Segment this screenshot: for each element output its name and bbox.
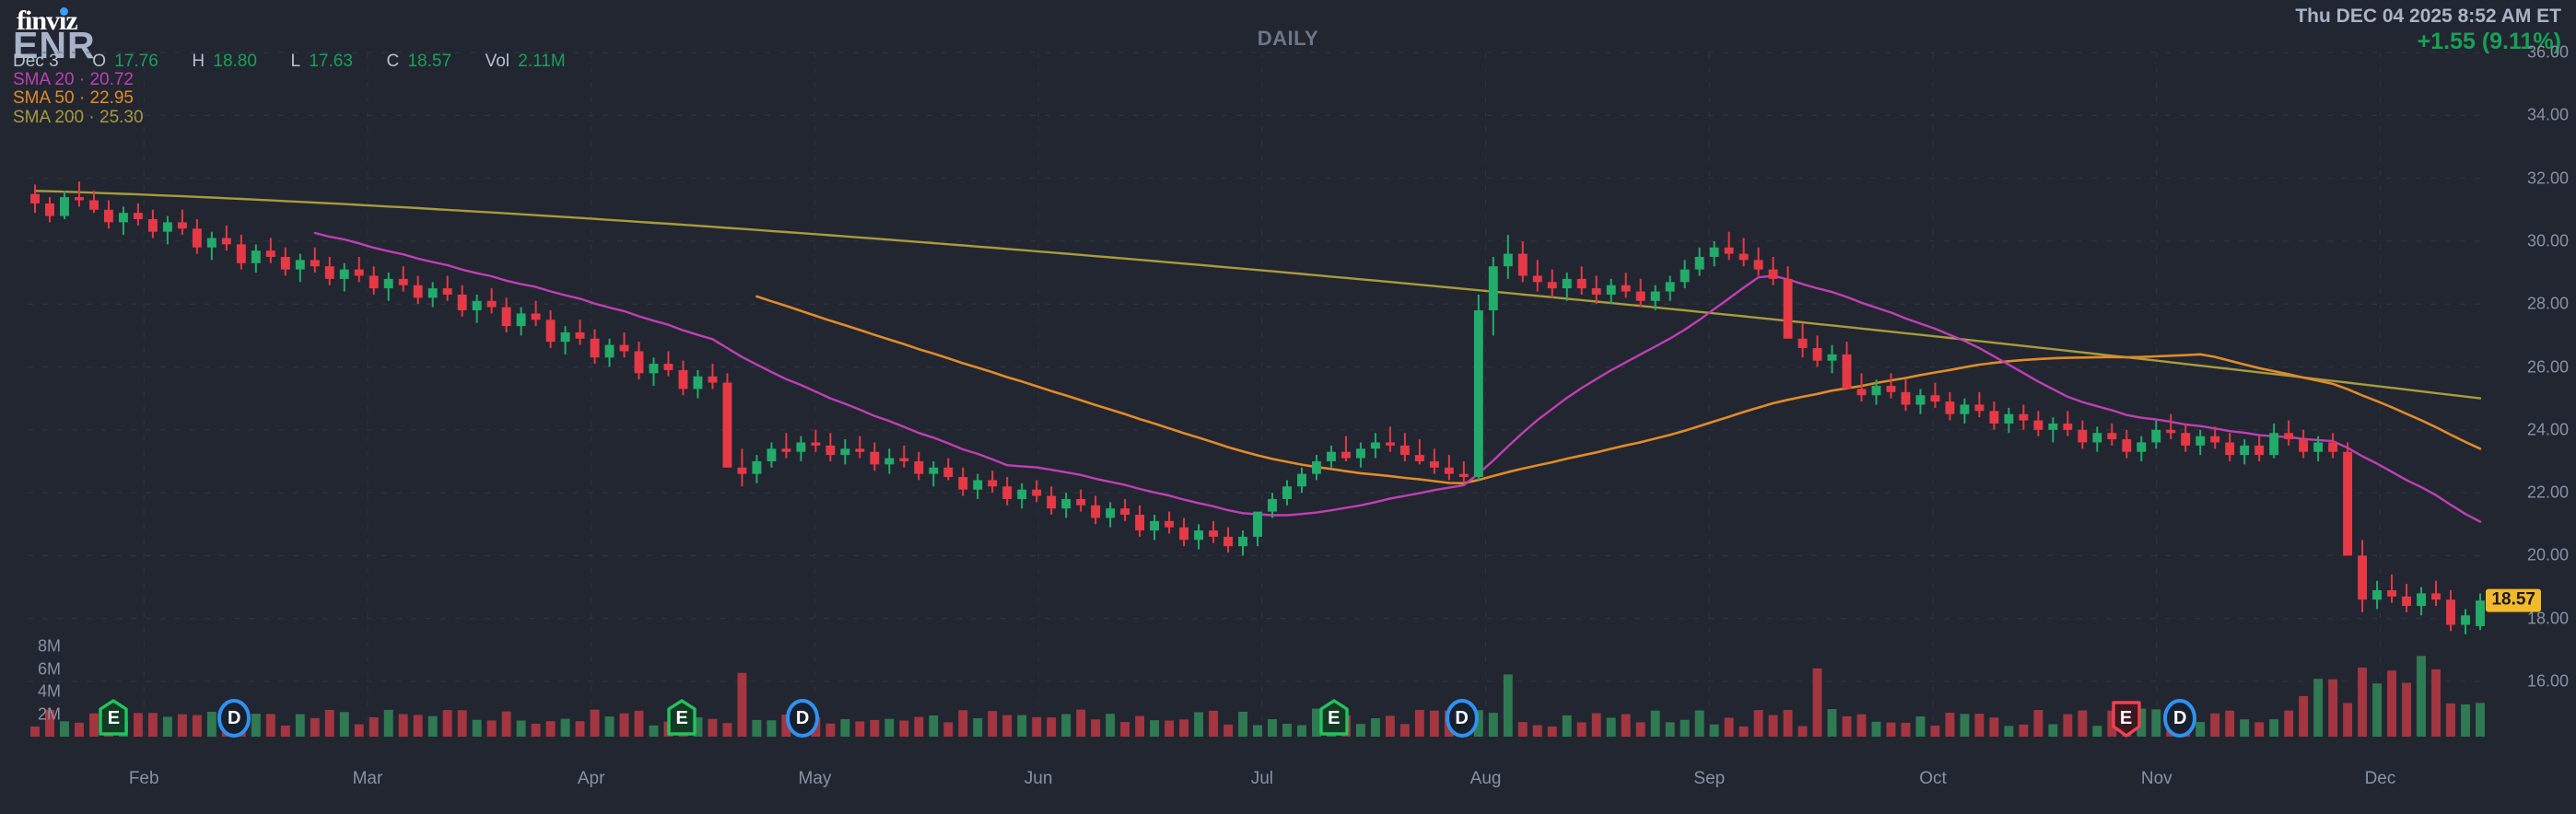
finviz-logo-dot bbox=[60, 7, 68, 16]
low-value: 17.63 bbox=[309, 52, 353, 71]
price-axis-tick: 32.00 bbox=[2526, 169, 2569, 188]
indicator-sma-50: SMA 50 · 22.95 bbox=[13, 88, 134, 109]
volume-axis-tick: 4M bbox=[37, 681, 61, 701]
earnings-marker-label: E bbox=[675, 708, 688, 728]
time-axis-tick: Jul bbox=[1250, 769, 1273, 788]
high-label: H bbox=[192, 52, 205, 71]
sma-50-name: SMA 50 bbox=[13, 88, 75, 108]
dividend-marker[interactable]: D bbox=[215, 697, 253, 739]
current-price-badge: 18.57 bbox=[2486, 588, 2541, 612]
close-label: C bbox=[386, 52, 400, 71]
dividend-marker[interactable]: D bbox=[783, 697, 822, 739]
price-axis-tick: 18.00 bbox=[2526, 609, 2569, 628]
price-change: +1.55 (9.11%) bbox=[2417, 29, 2561, 54]
dividend-marker-label: D bbox=[228, 708, 241, 728]
sma-20-value: 20.72 bbox=[89, 70, 134, 89]
volume-axis-tick: 8M bbox=[37, 636, 61, 656]
time-axis-tick: May bbox=[798, 769, 832, 788]
time-axis-tick: Aug bbox=[1469, 769, 1502, 788]
timestamp: Thu DEC 04 2025 8:52 AM ET bbox=[2295, 6, 2561, 27]
sma-200-separator: · bbox=[88, 108, 95, 127]
time-axis-tick: Feb bbox=[128, 769, 159, 788]
quote-date: Dec 3 bbox=[13, 52, 59, 71]
sma-50-value: 22.95 bbox=[89, 88, 134, 108]
price-axis-tick: 34.00 bbox=[2526, 105, 2569, 124]
quote-bar: Dec 3 O 17.76 H 18.80 L 17.63 C 18.57 Vo… bbox=[13, 52, 569, 72]
dividend-marker[interactable]: D bbox=[1443, 697, 1481, 739]
chart-svg bbox=[28, 52, 2488, 737]
earnings-marker-label: E bbox=[107, 708, 121, 728]
price-axis-tick: 30.00 bbox=[2526, 231, 2569, 250]
close-value: 18.57 bbox=[407, 52, 452, 71]
earnings-marker[interactable]: E bbox=[1315, 697, 1353, 739]
low-label: L bbox=[290, 52, 301, 71]
price-axis-tick: 26.00 bbox=[2526, 357, 2569, 376]
price-axis-tick: 24.00 bbox=[2526, 420, 2569, 439]
sma-200-name: SMA 200 bbox=[13, 108, 85, 127]
earnings-marker-label: E bbox=[2119, 708, 2133, 728]
sma-50-separator: · bbox=[78, 88, 86, 108]
dividend-marker-label: D bbox=[795, 708, 810, 728]
volume-label: Vol bbox=[485, 52, 510, 71]
interval-title: DAILY bbox=[1257, 27, 1319, 50]
price-axis-tick: 22.00 bbox=[2526, 483, 2569, 502]
high-value: 18.80 bbox=[213, 52, 257, 71]
sma-20-name: SMA 20 bbox=[13, 70, 75, 89]
open-value: 17.76 bbox=[114, 52, 158, 71]
dividend-marker-label: D bbox=[2173, 708, 2187, 728]
earnings-marker[interactable]: E bbox=[94, 697, 133, 739]
price-axis-tick: 16.00 bbox=[2526, 671, 2569, 691]
gridlines bbox=[28, 52, 2488, 737]
earnings-marker[interactable]: E bbox=[662, 697, 701, 739]
time-axis-tick: Dec bbox=[2364, 769, 2396, 788]
earnings-marker-label: E bbox=[1328, 708, 1341, 728]
volume-axis-tick: 6M bbox=[37, 659, 61, 679]
open-label: O bbox=[92, 52, 106, 71]
earnings-marker[interactable]: E bbox=[2107, 697, 2146, 739]
time-axis-tick: Nov bbox=[2140, 769, 2172, 788]
volume-value: 2.11M bbox=[518, 52, 566, 71]
finviz-logo[interactable]: finviz bbox=[17, 6, 78, 37]
candlesticks bbox=[30, 181, 2485, 634]
dividend-marker[interactable]: D bbox=[2160, 697, 2199, 739]
volume-axis-tick: 2M bbox=[37, 704, 61, 724]
time-axis-tick: Oct bbox=[1919, 769, 1947, 788]
time-axis-tick: Sep bbox=[1693, 769, 1726, 788]
time-axis-tick: Mar bbox=[352, 769, 383, 788]
sma-20-separator: · bbox=[78, 70, 86, 89]
price-axis-tick: 20.00 bbox=[2526, 545, 2569, 564]
chart-canvas[interactable] bbox=[0, 48, 2576, 814]
price-axis-tick: 36.00 bbox=[2526, 42, 2569, 62]
price-axis-tick: 28.00 bbox=[2526, 294, 2569, 313]
time-axis-tick: Jun bbox=[1024, 769, 1053, 788]
page-title: ENR bbox=[13, 24, 96, 66]
indicator-sma-200: SMA 200 · 25.30 bbox=[13, 108, 144, 128]
sma-200-value: 25.30 bbox=[100, 108, 144, 127]
time-axis-tick: Apr bbox=[577, 769, 605, 788]
dividend-marker-label: D bbox=[1455, 708, 1469, 728]
indicator-sma-20: SMA 20 · 20.72 bbox=[13, 70, 134, 90]
